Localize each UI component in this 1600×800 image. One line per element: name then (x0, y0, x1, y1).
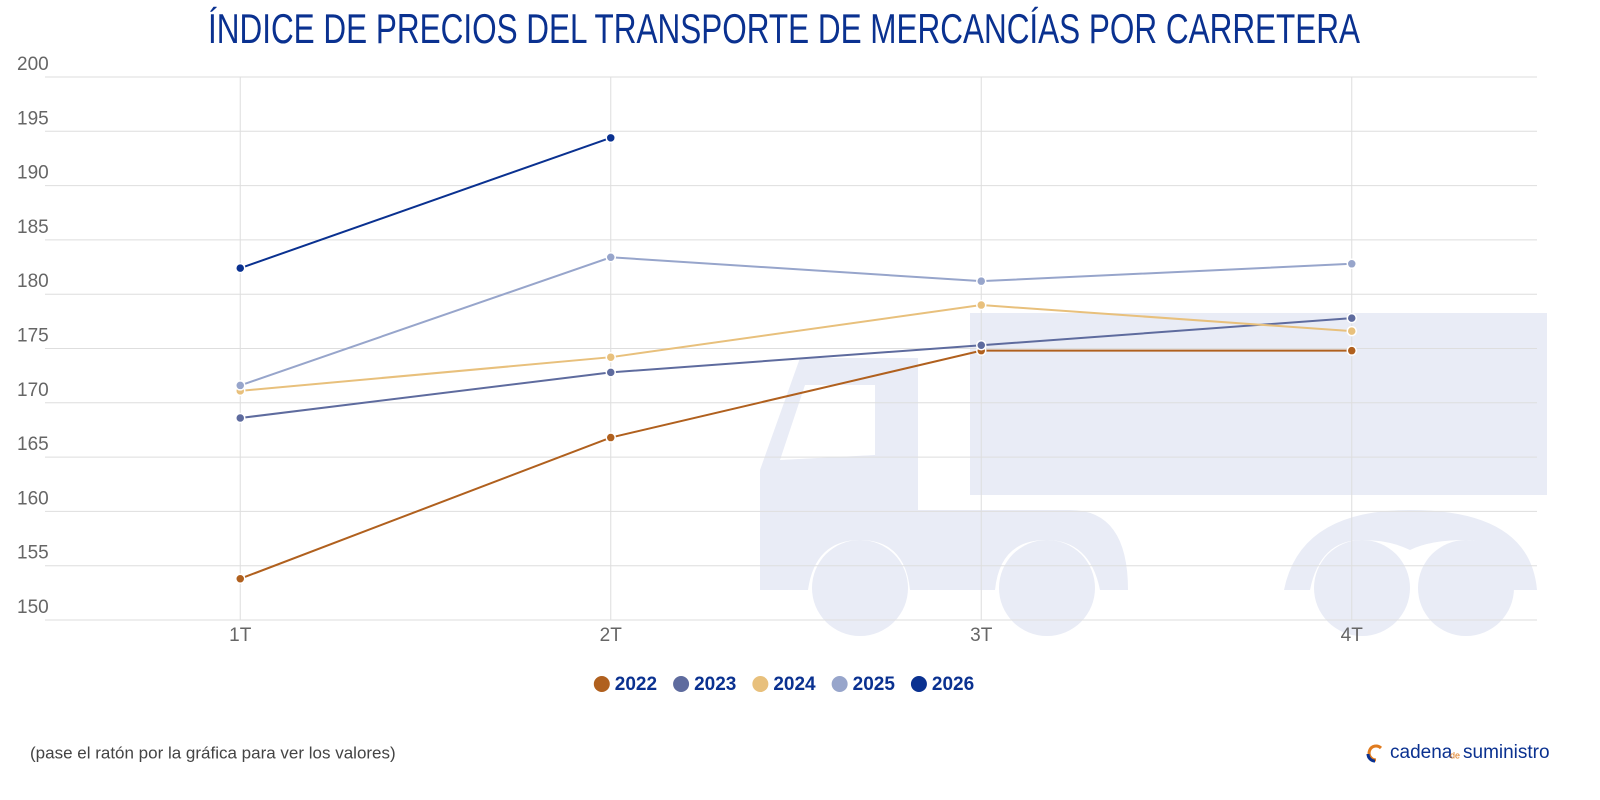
y-tick-label: 195 (17, 108, 49, 129)
legend-label: 2024 (773, 674, 816, 695)
legend-label: 2022 (615, 674, 657, 695)
series-line (240, 317, 1352, 419)
x-tick-label: 1T (229, 625, 252, 646)
chart-title: ÍNDICE DE PRECIOS DEL TRANSPORTE DE MERC… (208, 5, 1360, 52)
legend-swatch (752, 676, 769, 692)
data-point (235, 380, 246, 391)
brand-suffix: suministro (1463, 742, 1550, 763)
y-tick-label: 180 (17, 271, 49, 292)
data-point (976, 275, 987, 287)
y-tick-label: 160 (17, 488, 49, 509)
legend-label: 2023 (694, 674, 736, 695)
series-line (240, 304, 1352, 392)
brand-name: cadena (1390, 742, 1453, 763)
y-tick-label: 200 (17, 54, 49, 75)
data-point (1346, 312, 1357, 324)
data-point (976, 339, 987, 351)
x-tick-label: 3T (970, 625, 993, 646)
data-point (1346, 325, 1357, 337)
data-point (1346, 345, 1357, 356)
truck-background (760, 313, 1547, 636)
data-point (235, 573, 246, 584)
brand-connector: de (1450, 750, 1460, 760)
legend-swatch (831, 676, 848, 692)
y-tick-label: 175 (17, 326, 49, 347)
legend-swatch (593, 676, 610, 692)
legend-label: 2025 (853, 674, 896, 695)
data-point (235, 412, 246, 424)
data-point (235, 262, 246, 274)
y-tick-label: 190 (17, 163, 49, 184)
y-tick-label: 150 (17, 597, 49, 618)
series-line (239, 349, 1352, 580)
legend-label: 2026 (932, 674, 974, 695)
brand-logo: cadena de suministro (1366, 742, 1550, 763)
legend-swatch (910, 676, 927, 692)
series-line (239, 256, 1352, 387)
x-tick-label: 4T (1341, 625, 1364, 646)
y-tick-label: 185 (17, 217, 49, 238)
data-point (605, 252, 616, 263)
y-tick-label: 165 (17, 434, 49, 455)
data-point (976, 299, 987, 311)
logo-icon (1366, 753, 1376, 763)
x-tick-label: 2T (600, 625, 623, 646)
series-line (239, 136, 612, 270)
y-tick-label: 155 (17, 543, 49, 564)
data-point (605, 432, 616, 443)
legend-swatch (673, 676, 690, 692)
y-tick-label: 170 (17, 380, 49, 401)
legend: 2022 2023 2024 2025 2026 (593, 674, 974, 695)
footnote: (pase el ratón por la gráfica para ver l… (30, 743, 396, 762)
data-point (605, 132, 616, 144)
data-point (605, 367, 616, 378)
data-point (605, 351, 616, 363)
data-point (1346, 258, 1357, 270)
